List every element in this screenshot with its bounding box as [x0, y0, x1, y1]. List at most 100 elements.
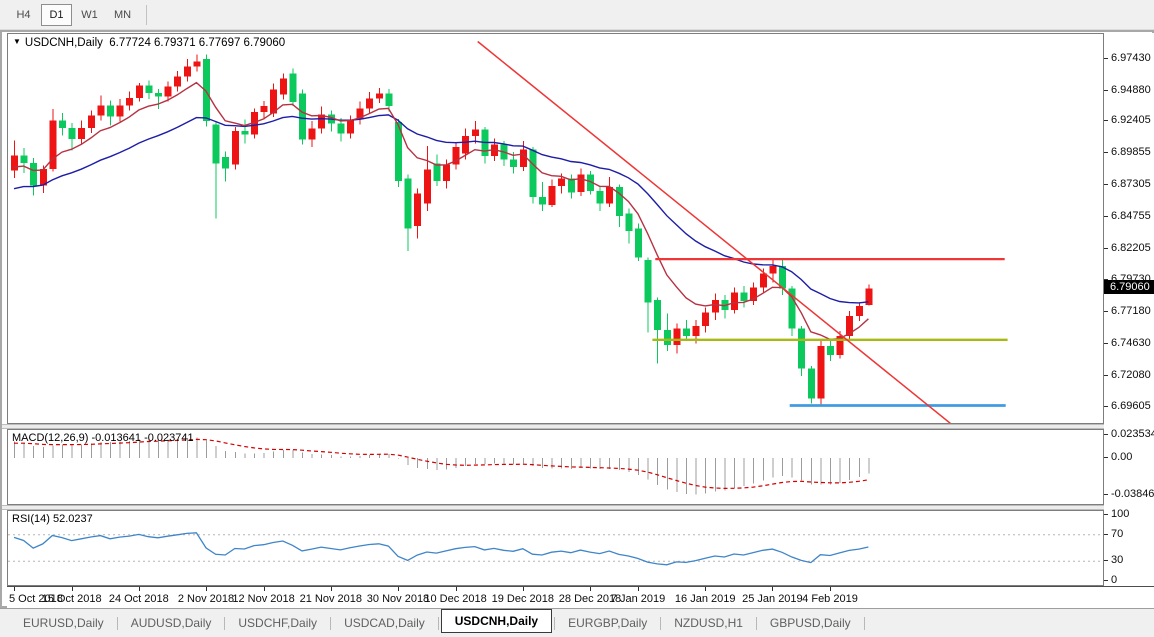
tab-gbpusd-daily[interactable]: GBPUSD,Daily — [769, 616, 851, 630]
price-axis-tick — [1104, 248, 1108, 250]
candle-body — [587, 174, 594, 191]
price-axis-tick-label: 6.89855 — [1111, 146, 1151, 159]
candle-body — [855, 306, 863, 316]
price-axis-tick — [1104, 494, 1108, 496]
date-axis-tick — [14, 587, 15, 591]
timeframe-d1-button[interactable]: D1 — [41, 3, 72, 26]
price-axis-tick — [1104, 152, 1108, 154]
timeframe-toolbar: H4 D1 W1 MN — [0, 0, 1154, 30]
tab-usdchf-daily[interactable]: USDCHF,Daily — [238, 616, 318, 630]
price-axis-tick — [1104, 216, 1108, 218]
candle-body — [625, 213, 633, 231]
symbol-dropdown-icon[interactable]: ▼ — [13, 37, 21, 46]
candle-body — [721, 299, 729, 310]
candle-body — [615, 187, 623, 216]
price-axis-tick-label: 6.92405 — [1111, 114, 1151, 127]
candle-body — [683, 328, 690, 337]
candle-body — [59, 120, 66, 128]
candle-body — [443, 164, 450, 181]
candle-body — [385, 93, 393, 106]
tab-usdcnh-daily[interactable]: USDCNH,Daily — [440, 609, 553, 633]
timeframe-h4-button[interactable]: H4 — [8, 4, 39, 26]
price-axis-tick-label: 6.82205 — [1111, 242, 1151, 255]
tab-usdcad-daily[interactable]: USDCAD,Daily — [344, 616, 425, 630]
price-axis-tick — [1104, 533, 1108, 535]
candle-body — [519, 149, 527, 168]
downtrend-trendline[interactable] — [477, 40, 958, 424]
candle-body — [164, 86, 172, 97]
candle-body — [97, 105, 105, 116]
date-axis-label: 2 Nov 2018 — [177, 593, 235, 605]
candle-body — [798, 328, 806, 369]
price-axis-tick — [1104, 456, 1108, 458]
tab-eurusd-daily[interactable]: EURUSD,Daily — [23, 616, 104, 630]
price-axis-tick — [1104, 433, 1108, 435]
candle-body — [779, 266, 786, 289]
price-axis-tick-label: 6.84755 — [1111, 210, 1151, 223]
candle-body — [318, 114, 326, 129]
date-axis-label: 10 Dec 2018 — [424, 593, 487, 605]
tab-separator — [330, 616, 332, 630]
date-axis-label: 7 Jan 2019 — [610, 593, 666, 605]
rsi-chart-canvas[interactable] — [8, 511, 1103, 585]
candle-body — [395, 122, 402, 181]
tab-audusd-daily[interactable]: AUDUSD,Daily — [130, 616, 212, 630]
timeframe-mn-button[interactable]: MN — [107, 4, 138, 26]
candlesticks[interactable] — [11, 54, 873, 405]
price-axis-tick — [1104, 89, 1108, 91]
ma-slow-line[interactable] — [13, 114, 869, 304]
price-chart-canvas[interactable] — [8, 34, 1103, 423]
macd-histogram — [14, 437, 870, 495]
price-axis-tick — [1104, 374, 1108, 376]
date-axis-tick — [455, 587, 457, 591]
candle-body — [548, 186, 556, 205]
tab-nzdusd-h1[interactable]: NZDUSD,H1 — [674, 616, 743, 630]
tab-eurgbp-daily[interactable]: EURGBP,Daily — [568, 616, 648, 630]
candle-body — [11, 155, 18, 171]
price-axis-tick — [1104, 514, 1108, 515]
price-axis-tick — [1104, 184, 1108, 186]
candle-body — [87, 115, 95, 128]
chart-symbol-label: USDCNH,Daily — [24, 37, 103, 49]
candle-body — [731, 292, 738, 310]
price-axis-tick — [1104, 405, 1108, 407]
candle-body — [366, 98, 374, 109]
price-axis-tick — [1104, 342, 1108, 344]
panel-splitter[interactable] — [2, 505, 1152, 510]
candle-body — [212, 124, 220, 164]
rsi-axis-tick-label: 0 — [1111, 574, 1118, 586]
candle-body — [606, 187, 614, 204]
candle-body — [644, 259, 652, 303]
tab-separator — [554, 616, 556, 630]
rsi-axis-tick-label: 70 — [1111, 527, 1124, 540]
candle-body — [817, 346, 825, 399]
chart-title: ▼ USDCNH,Daily 6.77724 6.79371 6.77697 6.… — [13, 37, 285, 49]
candle-body — [126, 97, 134, 106]
date-axis-label: 16 Jan 2019 — [674, 593, 736, 605]
candle-body — [846, 316, 854, 337]
candle-body — [30, 162, 38, 186]
date-axis-tick — [71, 587, 73, 591]
ma-fast-line[interactable] — [13, 81, 869, 341]
panel-splitter[interactable] — [2, 424, 1152, 429]
rsi-panel: RSI(14) 52.0237 — [7, 510, 1104, 586]
candle-body — [539, 197, 546, 205]
candle-body — [260, 105, 268, 113]
price-axis[interactable]: 6.79060 6.97430 6.94880 6.92405 6.89855 6.87… — [1104, 33, 1154, 586]
candle-body — [279, 78, 287, 95]
date-axis[interactable]: 5 Oct 2018 15 Oct 2018 24 Oct 2018 2 Nov 20… — [7, 586, 1154, 609]
date-axis-tick — [638, 587, 639, 591]
macd-chart-canvas[interactable] — [8, 430, 1103, 504]
candle-body — [836, 336, 844, 355]
date-axis-label: 19 Dec 2018 — [491, 593, 554, 605]
price-axis-tick-label: 6.74630 — [1111, 336, 1151, 349]
candle-body — [827, 346, 834, 355]
date-axis-tick — [522, 587, 524, 591]
timeframe-w1-button[interactable]: W1 — [74, 4, 105, 26]
date-axis-label: 21 Nov 2018 — [299, 593, 362, 605]
candle-body — [558, 178, 566, 186]
date-axis-tick — [398, 587, 399, 591]
candle-body — [635, 228, 642, 258]
candle-body — [414, 193, 422, 226]
